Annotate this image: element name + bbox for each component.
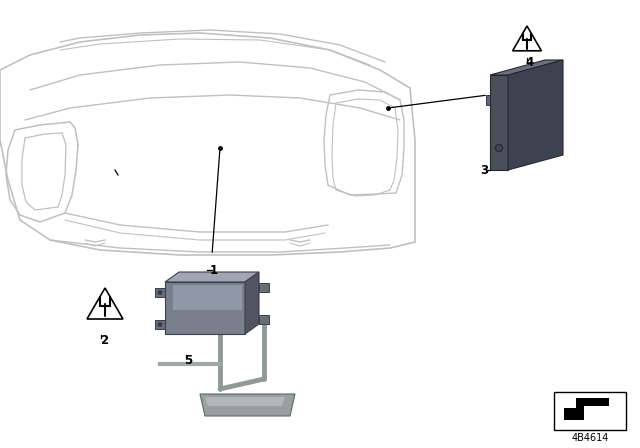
Text: 1: 1 [210, 263, 218, 276]
Polygon shape [490, 75, 508, 170]
Text: 4B4614: 4B4614 [572, 433, 609, 443]
Polygon shape [245, 272, 259, 334]
Polygon shape [87, 288, 123, 319]
Polygon shape [155, 320, 165, 329]
Polygon shape [165, 282, 245, 334]
Text: 5: 5 [184, 353, 192, 366]
Polygon shape [205, 397, 285, 406]
Bar [554, 392, 626, 430]
Circle shape [494, 143, 504, 153]
Text: 4: 4 [526, 56, 534, 69]
Polygon shape [173, 285, 242, 310]
Polygon shape [508, 60, 563, 170]
Text: 2: 2 [100, 333, 108, 346]
Polygon shape [486, 95, 490, 105]
Polygon shape [200, 394, 295, 416]
Polygon shape [513, 26, 541, 51]
Polygon shape [155, 288, 165, 297]
Circle shape [496, 145, 502, 151]
Circle shape [157, 322, 163, 327]
Text: 3: 3 [480, 164, 488, 177]
Polygon shape [259, 315, 269, 324]
Polygon shape [564, 398, 609, 420]
Polygon shape [490, 60, 563, 75]
Polygon shape [259, 283, 269, 292]
Polygon shape [165, 272, 259, 282]
Circle shape [157, 290, 163, 295]
